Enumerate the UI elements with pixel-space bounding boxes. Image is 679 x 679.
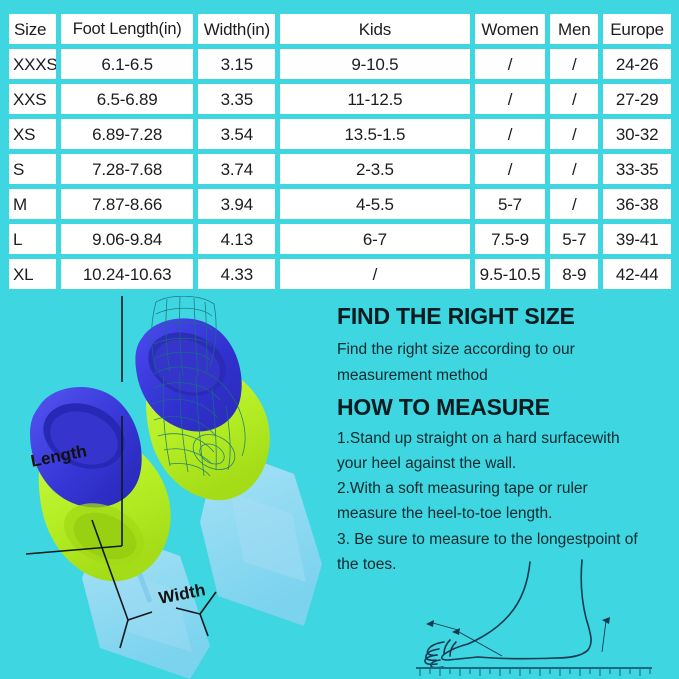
cell-europe: 30-32 bbox=[603, 119, 671, 149]
find-right-size-heading: FIND THE RIGHT SIZE bbox=[337, 303, 575, 329]
column-header-width: Width(in) bbox=[198, 14, 276, 44]
cell-women: 7.5-9 bbox=[474, 224, 546, 254]
cell-women: / bbox=[474, 119, 546, 149]
table-row: XS 6.89-7.28 3.54 13.5-1.5 / / 30-32 bbox=[9, 119, 671, 149]
cell-width: 3.94 bbox=[198, 189, 276, 219]
cell-men: 5-7 bbox=[550, 224, 599, 254]
find-size-text-line-2: measurement method bbox=[337, 366, 488, 384]
cell-kids: 2-3.5 bbox=[280, 154, 470, 184]
cell-foot-length: 7.28-7.68 bbox=[60, 154, 194, 184]
cell-size: XS bbox=[9, 119, 56, 149]
cell-women: / bbox=[474, 154, 546, 184]
step-3-line-1: 3. Be sure to measure to the longestpoin… bbox=[337, 530, 638, 548]
size-chart-table: Size Foot Length(in) Width(in) Kids Wome… bbox=[0, 0, 679, 296]
cell-size: XL bbox=[9, 259, 56, 289]
ruler-icon bbox=[416, 667, 652, 676]
step-2-line-1: 2.With a soft measuring tape or ruler bbox=[337, 480, 588, 498]
fin-back bbox=[135, 296, 322, 626]
table-row: XXS 6.5-6.89 3.35 11-12.5 / / 27-29 bbox=[9, 84, 671, 114]
cell-size: S bbox=[9, 154, 56, 184]
cell-kids: 4-5.5 bbox=[280, 189, 470, 219]
cell-kids: 9-10.5 bbox=[280, 49, 470, 79]
cell-foot-length: 9.06-9.84 bbox=[60, 224, 194, 254]
step-3-line-2: the toes. bbox=[337, 555, 397, 573]
cell-size: XXS bbox=[9, 84, 56, 114]
dimension-lines bbox=[25, 296, 217, 649]
column-header-kids: Kids bbox=[280, 14, 470, 44]
table-header-row: Size Foot Length(in) Width(in) Kids Wome… bbox=[9, 14, 671, 44]
cell-women: 5-7 bbox=[474, 189, 546, 219]
column-header-women: Women bbox=[474, 14, 546, 44]
cell-europe: 42-44 bbox=[603, 259, 671, 289]
cell-size: L bbox=[9, 224, 56, 254]
cell-men: / bbox=[550, 49, 599, 79]
cell-men: / bbox=[550, 119, 599, 149]
step-1-line-1: 1.Stand up straight on a hard surfacewit… bbox=[337, 430, 620, 448]
cell-men: / bbox=[550, 154, 599, 184]
table-row: L 9.06-9.84 4.13 6-7 7.5-9 5-7 39-41 bbox=[9, 224, 671, 254]
cell-men: / bbox=[550, 84, 599, 114]
cell-men: / bbox=[550, 189, 599, 219]
cell-width: 3.54 bbox=[198, 119, 276, 149]
cell-europe: 27-29 bbox=[603, 84, 671, 114]
cell-kids: 6-7 bbox=[280, 224, 470, 254]
swim-fins-illustration bbox=[4, 296, 334, 679]
cell-width: 3.15 bbox=[198, 49, 276, 79]
cell-women: / bbox=[474, 84, 546, 114]
table-row: M 7.87-8.66 3.94 4-5.5 5-7 / 36-38 bbox=[9, 189, 671, 219]
cell-women: 9.5-10.5 bbox=[474, 259, 546, 289]
how-to-measure-heading: HOW TO MEASURE bbox=[337, 393, 550, 420]
cell-foot-length: 6.1-6.5 bbox=[60, 49, 194, 79]
cell-width: 3.35 bbox=[198, 84, 276, 114]
find-size-text-line-1: Find the right size according to our bbox=[337, 341, 575, 359]
column-header-men: Men bbox=[550, 14, 599, 44]
cell-foot-length: 10.24-10.63 bbox=[60, 259, 194, 289]
cell-europe: 33-35 bbox=[603, 154, 671, 184]
cell-size: M bbox=[9, 189, 56, 219]
column-header-size: Size bbox=[9, 14, 56, 44]
table-row: S 7.28-7.68 3.74 2-3.5 / / 33-35 bbox=[9, 154, 671, 184]
cell-women: / bbox=[474, 49, 546, 79]
cell-kids: / bbox=[280, 259, 470, 289]
cell-europe: 36-38 bbox=[603, 189, 671, 219]
step-1-line-2: your heel against the wall. bbox=[337, 455, 517, 473]
cell-size: XXXS bbox=[9, 49, 56, 79]
column-header-europe: Europe bbox=[603, 14, 671, 44]
cell-width: 3.74 bbox=[198, 154, 276, 184]
fin-mesh-overlay bbox=[151, 296, 246, 477]
column-header-foot-length: Foot Length(in) bbox=[60, 14, 194, 44]
measurement-info-panel: FIND THE RIGHT SIZE Find the right size … bbox=[337, 300, 673, 577]
step-2-line-2: measure the heel-to-toe length. bbox=[337, 505, 553, 523]
cell-foot-length: 7.87-8.66 bbox=[60, 189, 194, 219]
cell-europe: 39-41 bbox=[603, 224, 671, 254]
foot-measurement-diagram bbox=[406, 556, 674, 676]
cell-kids: 11-12.5 bbox=[280, 84, 470, 114]
table-row: XXXS 6.1-6.5 3.15 9-10.5 / / 24-26 bbox=[9, 49, 671, 79]
cell-europe: 24-26 bbox=[603, 49, 671, 79]
cell-foot-length: 6.5-6.89 bbox=[60, 84, 194, 114]
table-row: XL 10.24-10.63 4.33 / 9.5-10.5 8-9 42-44 bbox=[9, 259, 671, 289]
cell-foot-length: 6.89-7.28 bbox=[60, 119, 194, 149]
cell-men: 8-9 bbox=[550, 259, 599, 289]
cell-width: 4.13 bbox=[198, 224, 276, 254]
measure-arrow-icon bbox=[426, 617, 610, 635]
cell-kids: 13.5-1.5 bbox=[280, 119, 470, 149]
cell-width: 4.33 bbox=[198, 259, 276, 289]
